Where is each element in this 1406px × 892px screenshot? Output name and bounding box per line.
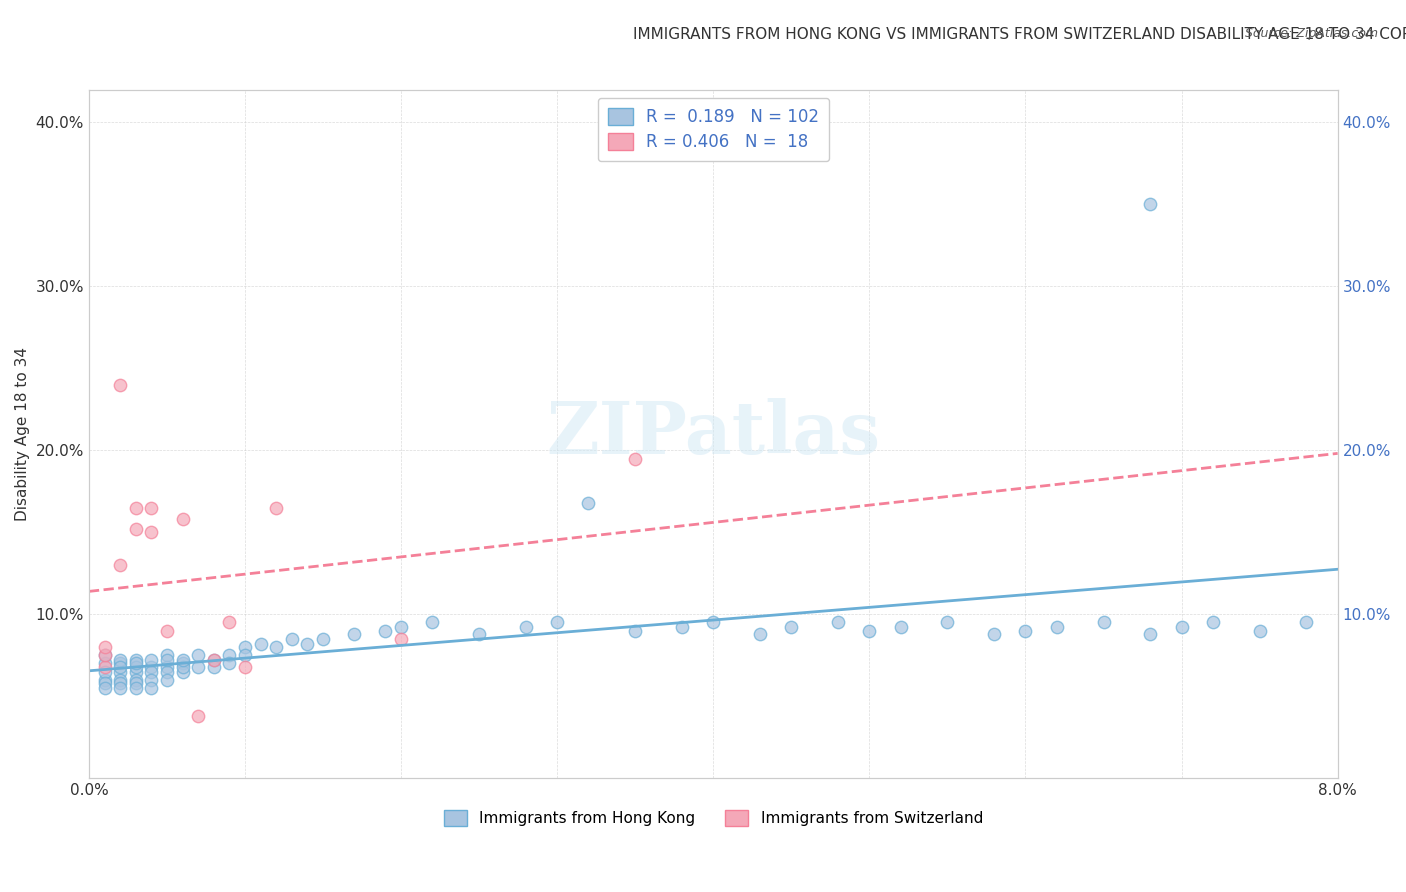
Point (172, 665, 194, 679)
Y-axis label: Disability Age 18 to 34: Disability Age 18 to 34 (15, 347, 30, 521)
Point (125, 659, 148, 673)
Point (93, 676, 115, 690)
Point (187, 648, 209, 663)
Point (108, 657, 131, 671)
Point (108, 653, 131, 667)
Point (389, 632, 412, 646)
Point (172, 653, 194, 667)
Point (890, 620, 912, 634)
Point (343, 627, 366, 641)
Point (749, 627, 772, 641)
Point (141, 673, 163, 687)
Point (1139, 197, 1161, 211)
Point (93, 640, 115, 654)
Point (1170, 620, 1192, 634)
Point (1249, 624, 1271, 638)
Point (576, 496, 599, 510)
Point (125, 657, 148, 671)
Point (125, 681, 148, 695)
Point (420, 615, 443, 630)
Point (936, 615, 959, 630)
Point (249, 637, 271, 651)
Point (125, 500, 148, 515)
Point (172, 512, 194, 526)
Point (108, 659, 131, 673)
Point (218, 657, 240, 671)
Point (624, 624, 647, 638)
Point (125, 665, 148, 679)
Point (780, 620, 803, 634)
Point (202, 653, 225, 667)
Point (141, 681, 163, 695)
Point (858, 624, 880, 638)
Text: ZIPatlas: ZIPatlas (546, 399, 880, 469)
Point (141, 665, 163, 679)
Point (141, 525, 163, 540)
Point (125, 676, 148, 690)
Point (93, 657, 115, 671)
Text: Source: ZipAtlas.com: Source: ZipAtlas.com (1244, 27, 1378, 40)
Point (187, 659, 209, 673)
Point (827, 615, 849, 630)
Point (1295, 615, 1317, 630)
Point (264, 500, 287, 515)
Point (202, 653, 225, 667)
Point (156, 673, 179, 687)
Point (93, 665, 115, 679)
Point (93, 648, 115, 663)
Point (1202, 615, 1225, 630)
Legend: Immigrants from Hong Kong, Immigrants from Switzerland: Immigrants from Hong Kong, Immigrants fr… (437, 805, 988, 832)
Point (515, 620, 537, 634)
Point (108, 676, 131, 690)
Point (202, 659, 225, 673)
Point (218, 615, 240, 630)
Point (141, 659, 163, 673)
Point (233, 640, 256, 654)
Point (141, 500, 163, 515)
Point (141, 653, 163, 667)
Point (172, 659, 194, 673)
Point (156, 648, 179, 663)
Point (671, 620, 693, 634)
Point (233, 648, 256, 663)
Point (93, 673, 115, 687)
Point (93, 648, 115, 663)
Point (281, 632, 304, 646)
Point (233, 659, 256, 673)
Point (125, 522, 148, 536)
Point (1139, 627, 1161, 641)
Point (389, 620, 412, 634)
Point (172, 657, 194, 671)
Point (108, 377, 131, 392)
Point (93, 659, 115, 673)
Point (187, 709, 209, 723)
Point (108, 665, 131, 679)
Point (624, 451, 647, 466)
Point (374, 624, 396, 638)
Point (108, 673, 131, 687)
Point (125, 673, 148, 687)
Point (156, 659, 179, 673)
Point (983, 627, 1005, 641)
Point (546, 615, 568, 630)
Point (125, 653, 148, 667)
Point (1046, 620, 1069, 634)
Point (297, 637, 319, 651)
Point (156, 653, 179, 667)
Point (93, 681, 115, 695)
Point (1014, 624, 1036, 638)
Point (108, 558, 131, 572)
Point (468, 627, 491, 641)
Point (312, 632, 335, 646)
Point (1092, 615, 1115, 630)
Point (156, 624, 179, 638)
Text: IMMIGRANTS FROM HONG KONG VS IMMIGRANTS FROM SWITZERLAND DISABILITY AGE 18 TO 34: IMMIGRANTS FROM HONG KONG VS IMMIGRANTS … (633, 27, 1406, 42)
Point (218, 648, 240, 663)
Point (702, 615, 724, 630)
Point (108, 681, 131, 695)
Point (156, 665, 179, 679)
Point (264, 640, 287, 654)
